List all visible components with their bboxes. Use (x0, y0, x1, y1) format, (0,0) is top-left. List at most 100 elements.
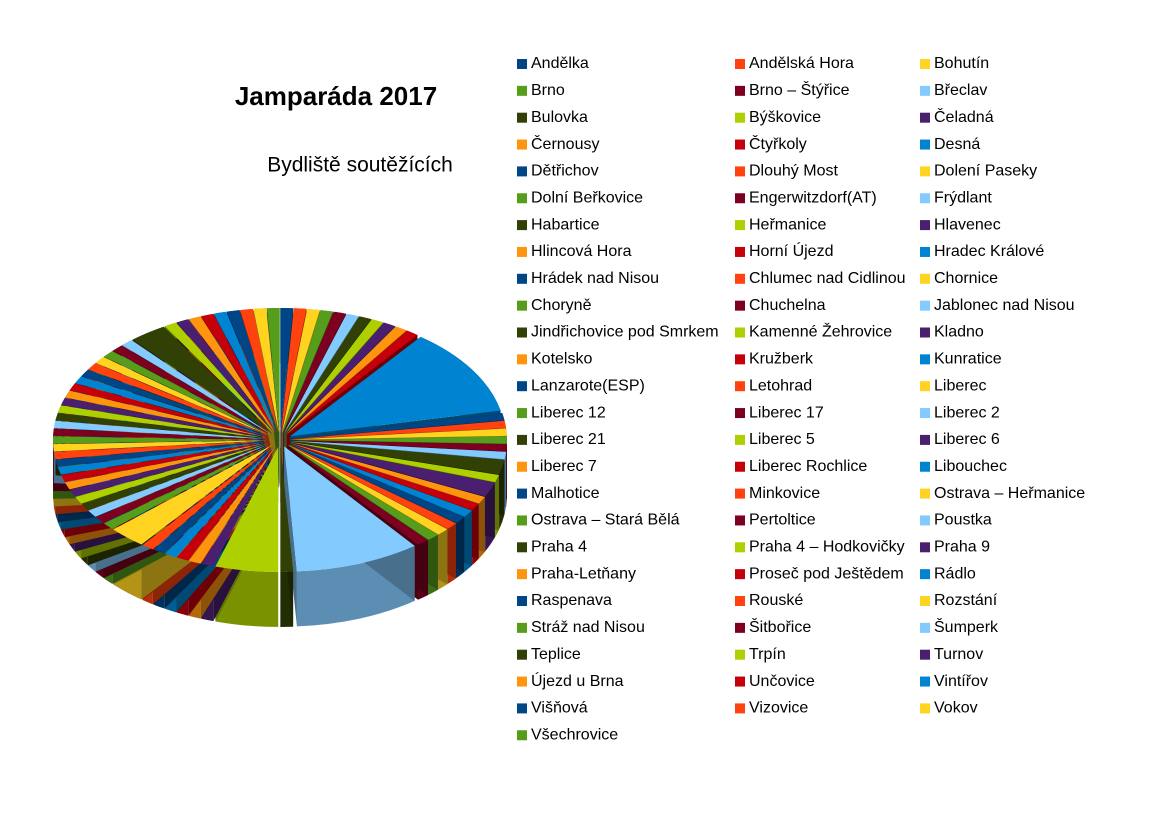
legend-label: Unčovice (749, 673, 815, 690)
legend-label: Lanzarote(ESP) (531, 377, 645, 394)
legend-label: Stráž nad Nisou (531, 619, 645, 636)
legend-swatch (517, 381, 527, 391)
legend-label: Liberec 5 (749, 431, 815, 448)
legend-label: Dolení Paseky (934, 163, 1037, 180)
legend-label: Dlouhý Most (749, 163, 838, 180)
legend-label: Liberec 2 (934, 404, 1000, 421)
legend-label: Liberec 7 (531, 458, 597, 475)
legend-swatch (517, 435, 527, 445)
legend-swatch (920, 381, 930, 391)
legend-swatch (920, 86, 930, 96)
legend-label: Kružberk (749, 351, 814, 368)
legend-label: Břeclav (934, 82, 987, 99)
legend-swatch (920, 193, 930, 203)
legend-swatch (920, 569, 930, 579)
legend-swatch (920, 515, 930, 525)
legend-label: Kamenné Žehrovice (749, 322, 892, 341)
legend-label: Frýdlant (934, 189, 992, 206)
legend-swatch (920, 166, 930, 176)
legend-swatch (920, 462, 930, 472)
legend-label: Brno (531, 82, 565, 99)
legend-label: Šitbořice (749, 617, 811, 636)
legend-label: Vizovice (749, 700, 808, 717)
legend-label: Jindřichovice pod Smrkem (531, 324, 719, 341)
legend-swatch (735, 86, 745, 96)
legend-label: Liberec 17 (749, 404, 824, 421)
legend-label: Hlavenec (934, 216, 1001, 233)
legend-label: Rouské (749, 592, 803, 609)
legend-swatch (517, 623, 527, 633)
legend-swatch (920, 596, 930, 606)
legend-label: Trpín (749, 646, 786, 663)
legend-swatch (735, 650, 745, 660)
legend-label: Býškovice (749, 109, 821, 126)
legend-swatch (735, 354, 745, 364)
legend-swatch (517, 542, 527, 552)
legend-swatch (517, 301, 527, 311)
legend-label: Praha 9 (934, 539, 990, 556)
legend-label: Liberec Rochlice (749, 458, 867, 475)
legend-swatch (735, 274, 745, 284)
legend-swatch (920, 650, 930, 660)
legend-label: Kotelsko (531, 351, 592, 368)
legend-label: Pertoltice (749, 512, 816, 529)
legend-swatch (735, 193, 745, 203)
legend-swatch (920, 301, 930, 311)
legend-label: Čeladná (934, 107, 994, 126)
legend-swatch (517, 193, 527, 203)
legend-swatch (735, 220, 745, 230)
legend-swatch (735, 596, 745, 606)
legend-label: Chornice (934, 270, 998, 287)
legend-label: Habartice (531, 216, 600, 233)
legend-swatch (735, 301, 745, 311)
legend-label: Ostrava – Heřmanice (934, 485, 1085, 502)
legend-label: Jablonec nad Nisou (934, 297, 1075, 314)
legend-swatch (920, 140, 930, 150)
legend-label: Praha 4 (531, 539, 587, 556)
legend-swatch (920, 489, 930, 499)
legend-swatch (735, 140, 745, 150)
legend-swatch (517, 354, 527, 364)
legend-label: Liberec (934, 377, 986, 394)
legend-label: Hradec Králové (934, 243, 1044, 260)
legend-label: Liberec 12 (531, 404, 606, 421)
legend-label: Hlincová Hora (531, 243, 632, 260)
legend-swatch (920, 408, 930, 418)
chart-title: Jamparáda 2017 (235, 81, 437, 111)
legend-label: Engerwitzdorf(AT) (749, 189, 877, 206)
legend-label: Dětřichov (531, 163, 599, 180)
legend-label: Desná (934, 136, 980, 153)
legend-swatch (735, 569, 745, 579)
legend-swatch (735, 703, 745, 713)
legend-label: Choryně (531, 297, 592, 314)
legend-swatch (735, 381, 745, 391)
legend-label: Libouchec (934, 458, 1007, 475)
legend-swatch (735, 166, 745, 176)
legend-label: Heřmanice (749, 216, 826, 233)
legend-swatch (517, 650, 527, 660)
legend-label: Vokov (934, 700, 978, 717)
legend-label: Újezd u Brna (531, 671, 624, 690)
legend-label: Černousy (531, 134, 599, 153)
legend-label: Čtyřkoly (749, 134, 807, 153)
legend-swatch (920, 435, 930, 445)
legend-swatch (920, 677, 930, 687)
legend-label: Všechrovice (531, 726, 618, 743)
legend-label: Malhotice (531, 485, 600, 502)
legend-swatch (735, 462, 745, 472)
legend-label: Praha-Letňany (531, 565, 636, 582)
legend-swatch (517, 328, 527, 338)
legend-swatch (735, 328, 745, 338)
legend-label: Raspenava (531, 592, 612, 609)
legend-swatch (517, 730, 527, 740)
legend-label: Liberec 6 (934, 431, 1000, 448)
legend-swatch (517, 569, 527, 579)
legend-label: Minkovice (749, 485, 820, 502)
legend-swatch (517, 274, 527, 284)
legend-label: Bulovka (531, 109, 588, 126)
legend-label: Ostrava – Stará Bělá (531, 512, 680, 529)
legend-label: Vintířov (934, 673, 988, 690)
legend-swatch (735, 113, 745, 123)
